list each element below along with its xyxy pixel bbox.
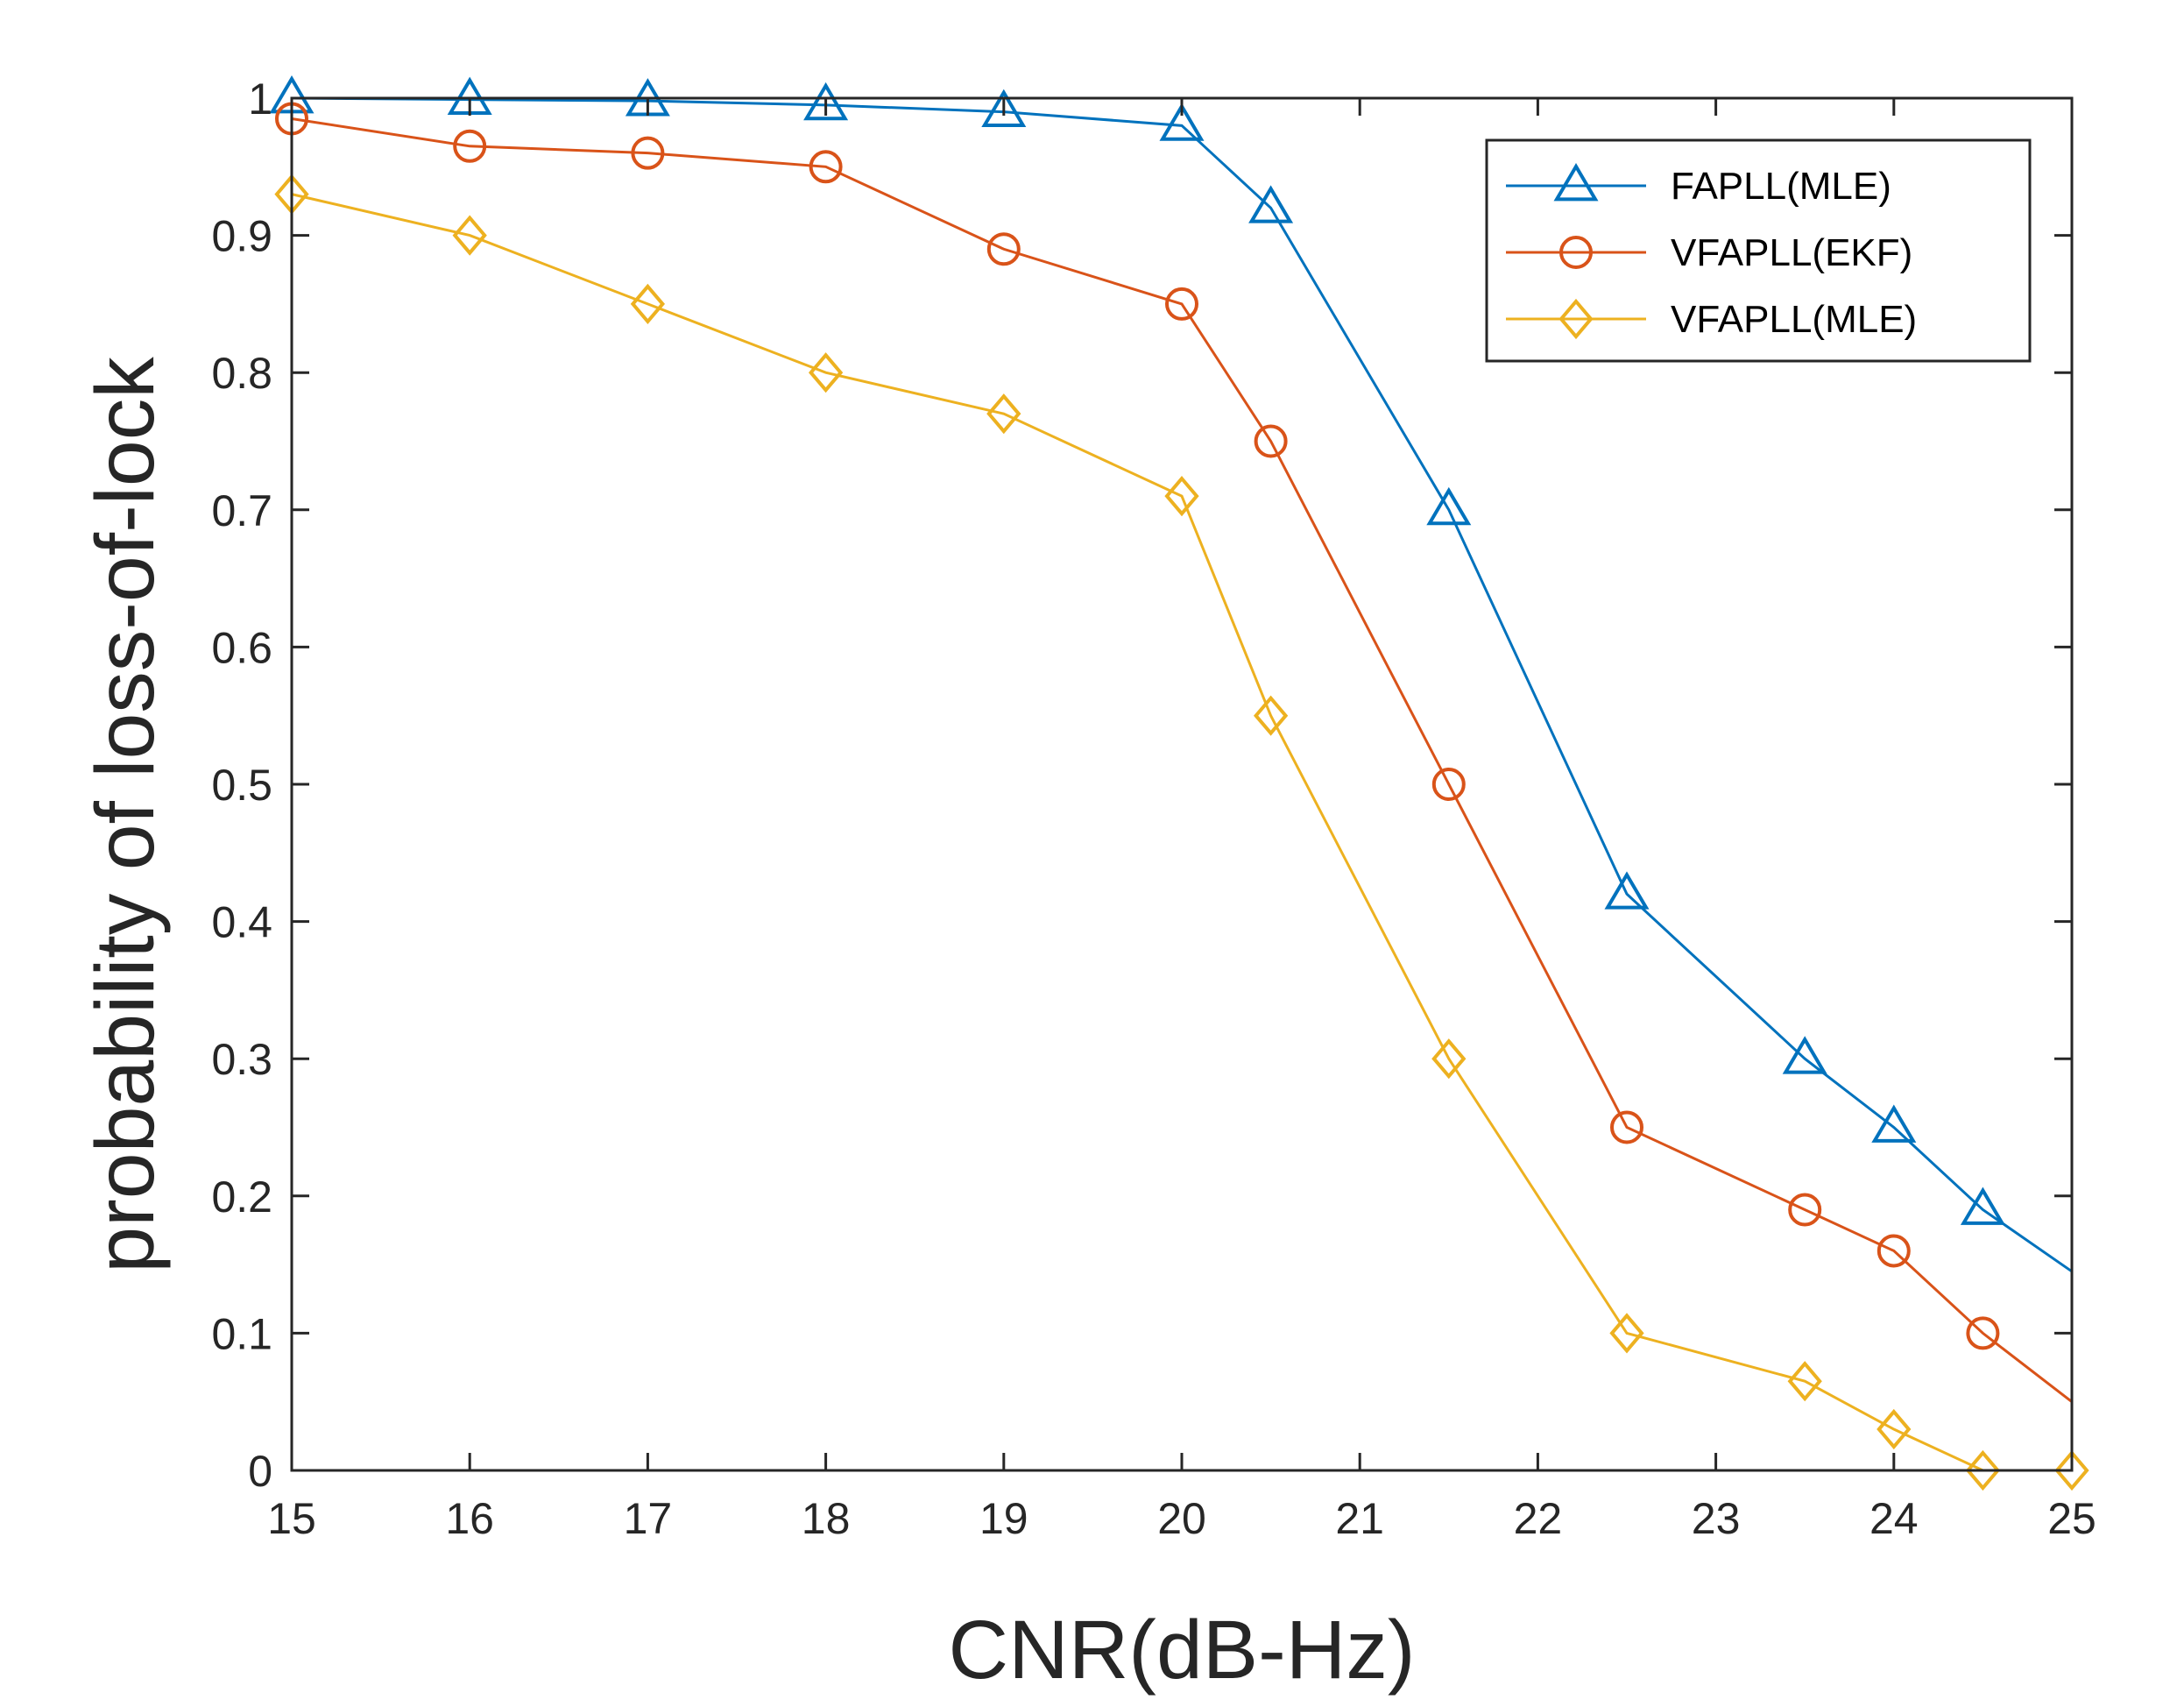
data-point <box>1782 1036 1827 1074</box>
data-point <box>803 81 849 121</box>
data-point <box>631 136 665 170</box>
x-tick-label: 24 <box>1869 1494 1919 1543</box>
data-point <box>1248 185 1294 223</box>
x-axis-label: CNR(dB-Hz) <box>948 1604 1415 1696</box>
data-point <box>986 232 1021 266</box>
data-point <box>981 89 1027 128</box>
y-tick-label: 0.1 <box>211 1309 272 1358</box>
legend-item: VFAPLL(EKF) <box>1506 231 1912 274</box>
data-point <box>1431 768 1466 801</box>
x-tick-label: 20 <box>1157 1494 1206 1543</box>
y-tick-label: 0.9 <box>211 212 272 261</box>
data-point <box>1165 287 1198 321</box>
legend-box <box>1485 138 2032 363</box>
data-point <box>1960 1186 2005 1225</box>
data-point <box>1610 1110 1643 1144</box>
y-tick-label: 0 <box>248 1447 272 1496</box>
data-point <box>1254 424 1288 458</box>
data-point <box>1609 1313 1644 1354</box>
data-point <box>1965 1449 2001 1491</box>
x-tick-label: 23 <box>1692 1494 1741 1543</box>
data-point <box>1787 1361 1822 1402</box>
legend-label: FAPLL(MLE) <box>1671 165 1891 208</box>
legend-label: VFAPLL(EKF) <box>1671 231 1912 274</box>
series-vfapll-ekf <box>275 102 2073 1403</box>
x-tick-label: 15 <box>267 1494 316 1543</box>
legend-marker-circle-icon <box>1559 236 1593 269</box>
data-point <box>1159 103 1205 141</box>
data-point <box>1253 695 1289 736</box>
y-tick-label: 1 <box>248 74 272 124</box>
data-point <box>2054 1449 2089 1491</box>
data-point <box>808 352 844 393</box>
x-tick-label: 22 <box>1514 1494 1563 1543</box>
x-tick-label: 18 <box>802 1494 851 1543</box>
legend-marker-triangle-icon <box>1553 163 1599 202</box>
data-point <box>1966 1316 2000 1350</box>
y-tick-label: 0.8 <box>211 349 272 398</box>
data-point <box>1877 1408 1912 1450</box>
legend: FAPLL(MLE) VFAPLL(EKF) VFAPLL(MLE) <box>1485 138 2032 363</box>
data-point <box>630 283 666 324</box>
data-point <box>809 150 843 184</box>
data-point <box>986 393 1021 435</box>
data-point <box>1877 1234 1911 1268</box>
y-tick-label: 0.2 <box>211 1172 272 1222</box>
series-line <box>291 193 2072 1472</box>
series-line <box>291 117 2073 1403</box>
series-vfapll-mle <box>274 174 2089 1491</box>
data-point <box>453 129 487 163</box>
axis-ticks: 15 16 17 18 19 20 21 22 23 24 25 0 0.1 0.2 0.3 0.4 0.5 0.… <box>211 74 2096 1543</box>
y-tick-label: 0.4 <box>211 898 272 947</box>
data-point <box>1788 1193 1822 1227</box>
x-tick-label: 21 <box>1335 1494 1384 1543</box>
data-point <box>1164 476 1199 517</box>
y-tick-label: 0.5 <box>211 761 272 810</box>
legend-item: VFAPLL(MLE) <box>1506 298 1917 341</box>
legend-label: VFAPLL(MLE) <box>1671 298 1917 341</box>
data-point <box>1426 486 1472 526</box>
y-tick-label: 0.6 <box>211 623 272 672</box>
legend-marker-diamond-icon <box>1558 298 1594 340</box>
data-point <box>1431 1038 1467 1080</box>
data-point <box>1604 871 1650 910</box>
data-point <box>1871 1104 1917 1143</box>
x-tick-label: 17 <box>624 1494 673 1543</box>
data-point <box>452 215 487 256</box>
y-tick-label: 0.3 <box>211 1035 272 1084</box>
x-tick-label: 25 <box>2047 1494 2096 1543</box>
y-tick-label: 0.7 <box>211 486 272 535</box>
x-tick-label: 19 <box>979 1494 1028 1543</box>
y-axis-label: probability of loss-of-lock <box>79 357 172 1273</box>
legend-item: FAPLL(MLE) <box>1506 163 1891 208</box>
x-tick-label: 16 <box>445 1494 494 1543</box>
